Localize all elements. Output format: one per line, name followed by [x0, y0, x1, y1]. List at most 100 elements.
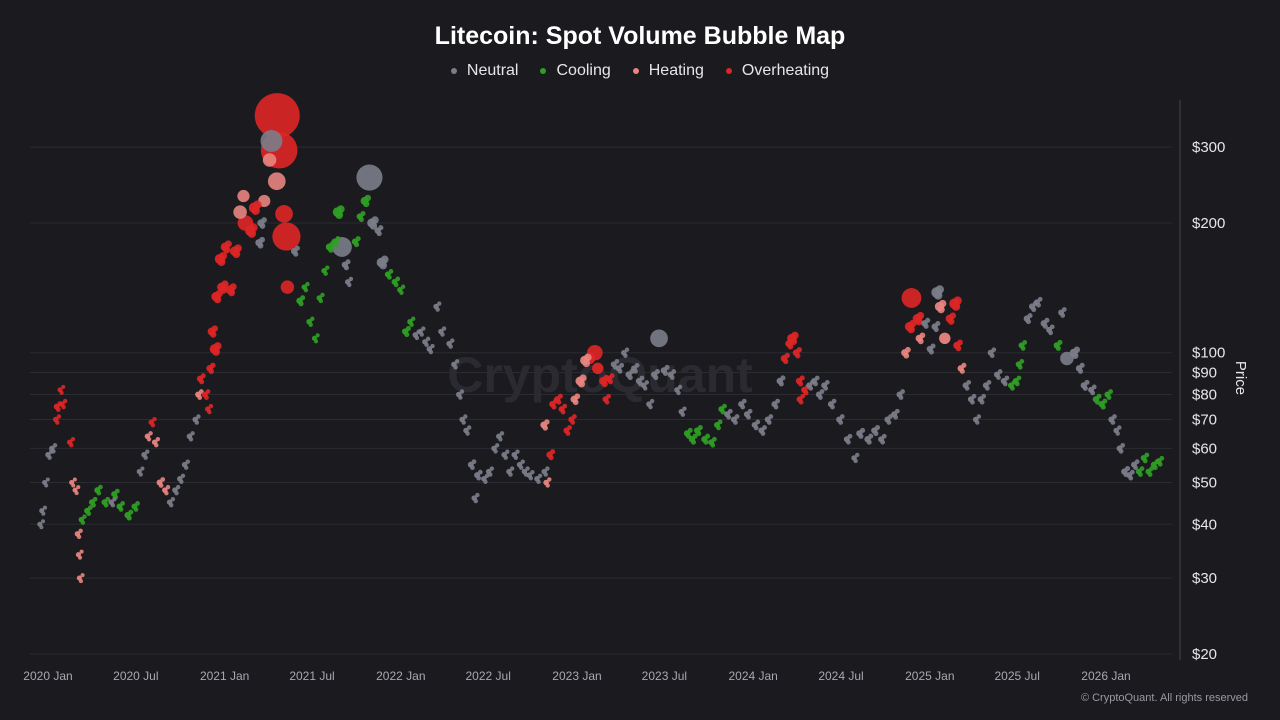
x-tick-label: 2022 Jan: [376, 669, 425, 683]
bubble-neutral: [881, 433, 887, 439]
bubble-overheating: [791, 331, 799, 340]
bubble-neutral: [1079, 362, 1085, 368]
bubble-neutral: [1117, 425, 1122, 430]
bubble-cooling: [310, 316, 315, 321]
legend-marker-icon: [450, 68, 457, 74]
bubble-neutral: [448, 344, 453, 349]
bubble-heating: [582, 359, 591, 368]
legend-item-overheating[interactable]: Overheating: [725, 62, 829, 80]
bubble-overheating: [221, 280, 229, 288]
bubble-heating[interactable]: [267, 172, 286, 191]
bubble-neutral: [39, 525, 44, 530]
bubble-overheating: [62, 398, 68, 404]
bubble-neutral: [753, 425, 759, 431]
bubble-neutral: [493, 449, 498, 454]
bubble-neutral: [726, 414, 732, 420]
legend-item-cooling[interactable]: Cooling: [540, 62, 611, 80]
bubble-neutral: [513, 455, 519, 460]
bubble-neutral: [543, 472, 548, 477]
bubble-neutral: [475, 492, 480, 498]
bubble-cooling: [325, 265, 330, 270]
bubble-heating[interactable]: [233, 205, 247, 219]
bubble-neutral: [1124, 466, 1131, 472]
bubble-overheating[interactable]: [901, 288, 922, 308]
bubble-neutral: [42, 505, 47, 510]
bubble-overheating: [570, 420, 576, 425]
bubble-neutral: [293, 251, 299, 257]
bubble-heating: [74, 491, 79, 496]
bubble-neutral: [964, 386, 970, 391]
bubble-cooling: [690, 439, 697, 445]
bubble-neutral: [348, 276, 354, 282]
bubble-neutral: [1090, 390, 1096, 396]
bubble-heating: [197, 395, 203, 400]
bubble-neutral: [1037, 296, 1043, 302]
bubble-neutral: [676, 390, 681, 396]
bubble-neutral: [1044, 317, 1050, 323]
bubble-overheating: [548, 455, 554, 461]
bubble-heating: [198, 389, 204, 394]
bubble-heating: [78, 528, 83, 534]
bubble-cooling: [305, 281, 310, 287]
bubble-neutral: [414, 335, 420, 341]
bubble-overheating: [565, 431, 571, 436]
bubble-cooling: [692, 433, 698, 439]
bubble-overheating: [609, 373, 615, 379]
bubble-overheating[interactable]: [254, 93, 300, 139]
bubble-overheating: [249, 223, 258, 232]
bubble-overheating: [606, 393, 612, 399]
x-tick-label: 2025 Jul: [995, 669, 1040, 683]
bubble-neutral: [170, 497, 176, 502]
bubble-overheating: [789, 337, 795, 344]
bubble-heating[interactable]: [237, 189, 250, 203]
bubble-neutral[interactable]: [650, 329, 668, 348]
bubble-neutral[interactable]: [260, 130, 283, 152]
bubble-overheating[interactable]: [275, 205, 293, 223]
bubble-neutral: [465, 431, 470, 436]
bubble-cooling: [703, 439, 709, 445]
bubble-neutral: [294, 245, 300, 251]
bubble-overheating: [210, 362, 216, 369]
x-tick-label: 2020 Jul: [113, 669, 158, 683]
bubble-heating: [146, 437, 152, 442]
bubble-cooling: [1106, 395, 1112, 400]
legend-label: Cooling: [556, 62, 611, 79]
bubble-heating: [545, 483, 550, 488]
bubble-neutral[interactable]: [356, 164, 383, 191]
bubble-neutral: [966, 380, 972, 385]
bubble-heating: [78, 579, 84, 584]
bubble-overheating[interactable]: [592, 362, 604, 375]
bubble-cooling: [128, 509, 134, 515]
bubble-neutral: [525, 466, 530, 471]
bubble-neutral: [814, 375, 820, 381]
bubble-neutral: [819, 389, 825, 394]
bubble-heating: [577, 380, 586, 388]
bubble-cooling: [410, 316, 416, 321]
bubble-neutral: [143, 455, 148, 460]
bubble-neutral: [648, 404, 653, 410]
bubble-overheating[interactable]: [280, 280, 295, 294]
bubble-heating[interactable]: [939, 332, 951, 345]
bubble-cooling: [91, 502, 96, 508]
bubble-overheating: [601, 380, 608, 388]
legend-item-heating[interactable]: Heating: [632, 62, 704, 80]
bubble-neutral: [515, 449, 520, 454]
bubble-heating[interactable]: [262, 153, 277, 167]
bubble-overheating: [208, 368, 215, 375]
bubble-neutral[interactable]: [1060, 351, 1074, 366]
bubble-overheating: [213, 342, 222, 350]
bubble-neutral: [196, 414, 201, 419]
bubble-neutral: [838, 420, 844, 425]
bubble-neutral: [778, 381, 784, 387]
bubble-neutral: [935, 285, 945, 294]
bubble-neutral: [1042, 323, 1048, 329]
bubble-overheating[interactable]: [272, 222, 301, 251]
legend-item-neutral[interactable]: Neutral: [450, 62, 518, 80]
x-tick-label: 2021 Jan: [200, 669, 249, 683]
bubble-overheating: [70, 437, 76, 442]
bubble-neutral: [1004, 375, 1010, 381]
bubble-heating: [544, 419, 550, 425]
bubble-neutral: [986, 380, 992, 385]
bubble-overheating: [948, 318, 955, 325]
